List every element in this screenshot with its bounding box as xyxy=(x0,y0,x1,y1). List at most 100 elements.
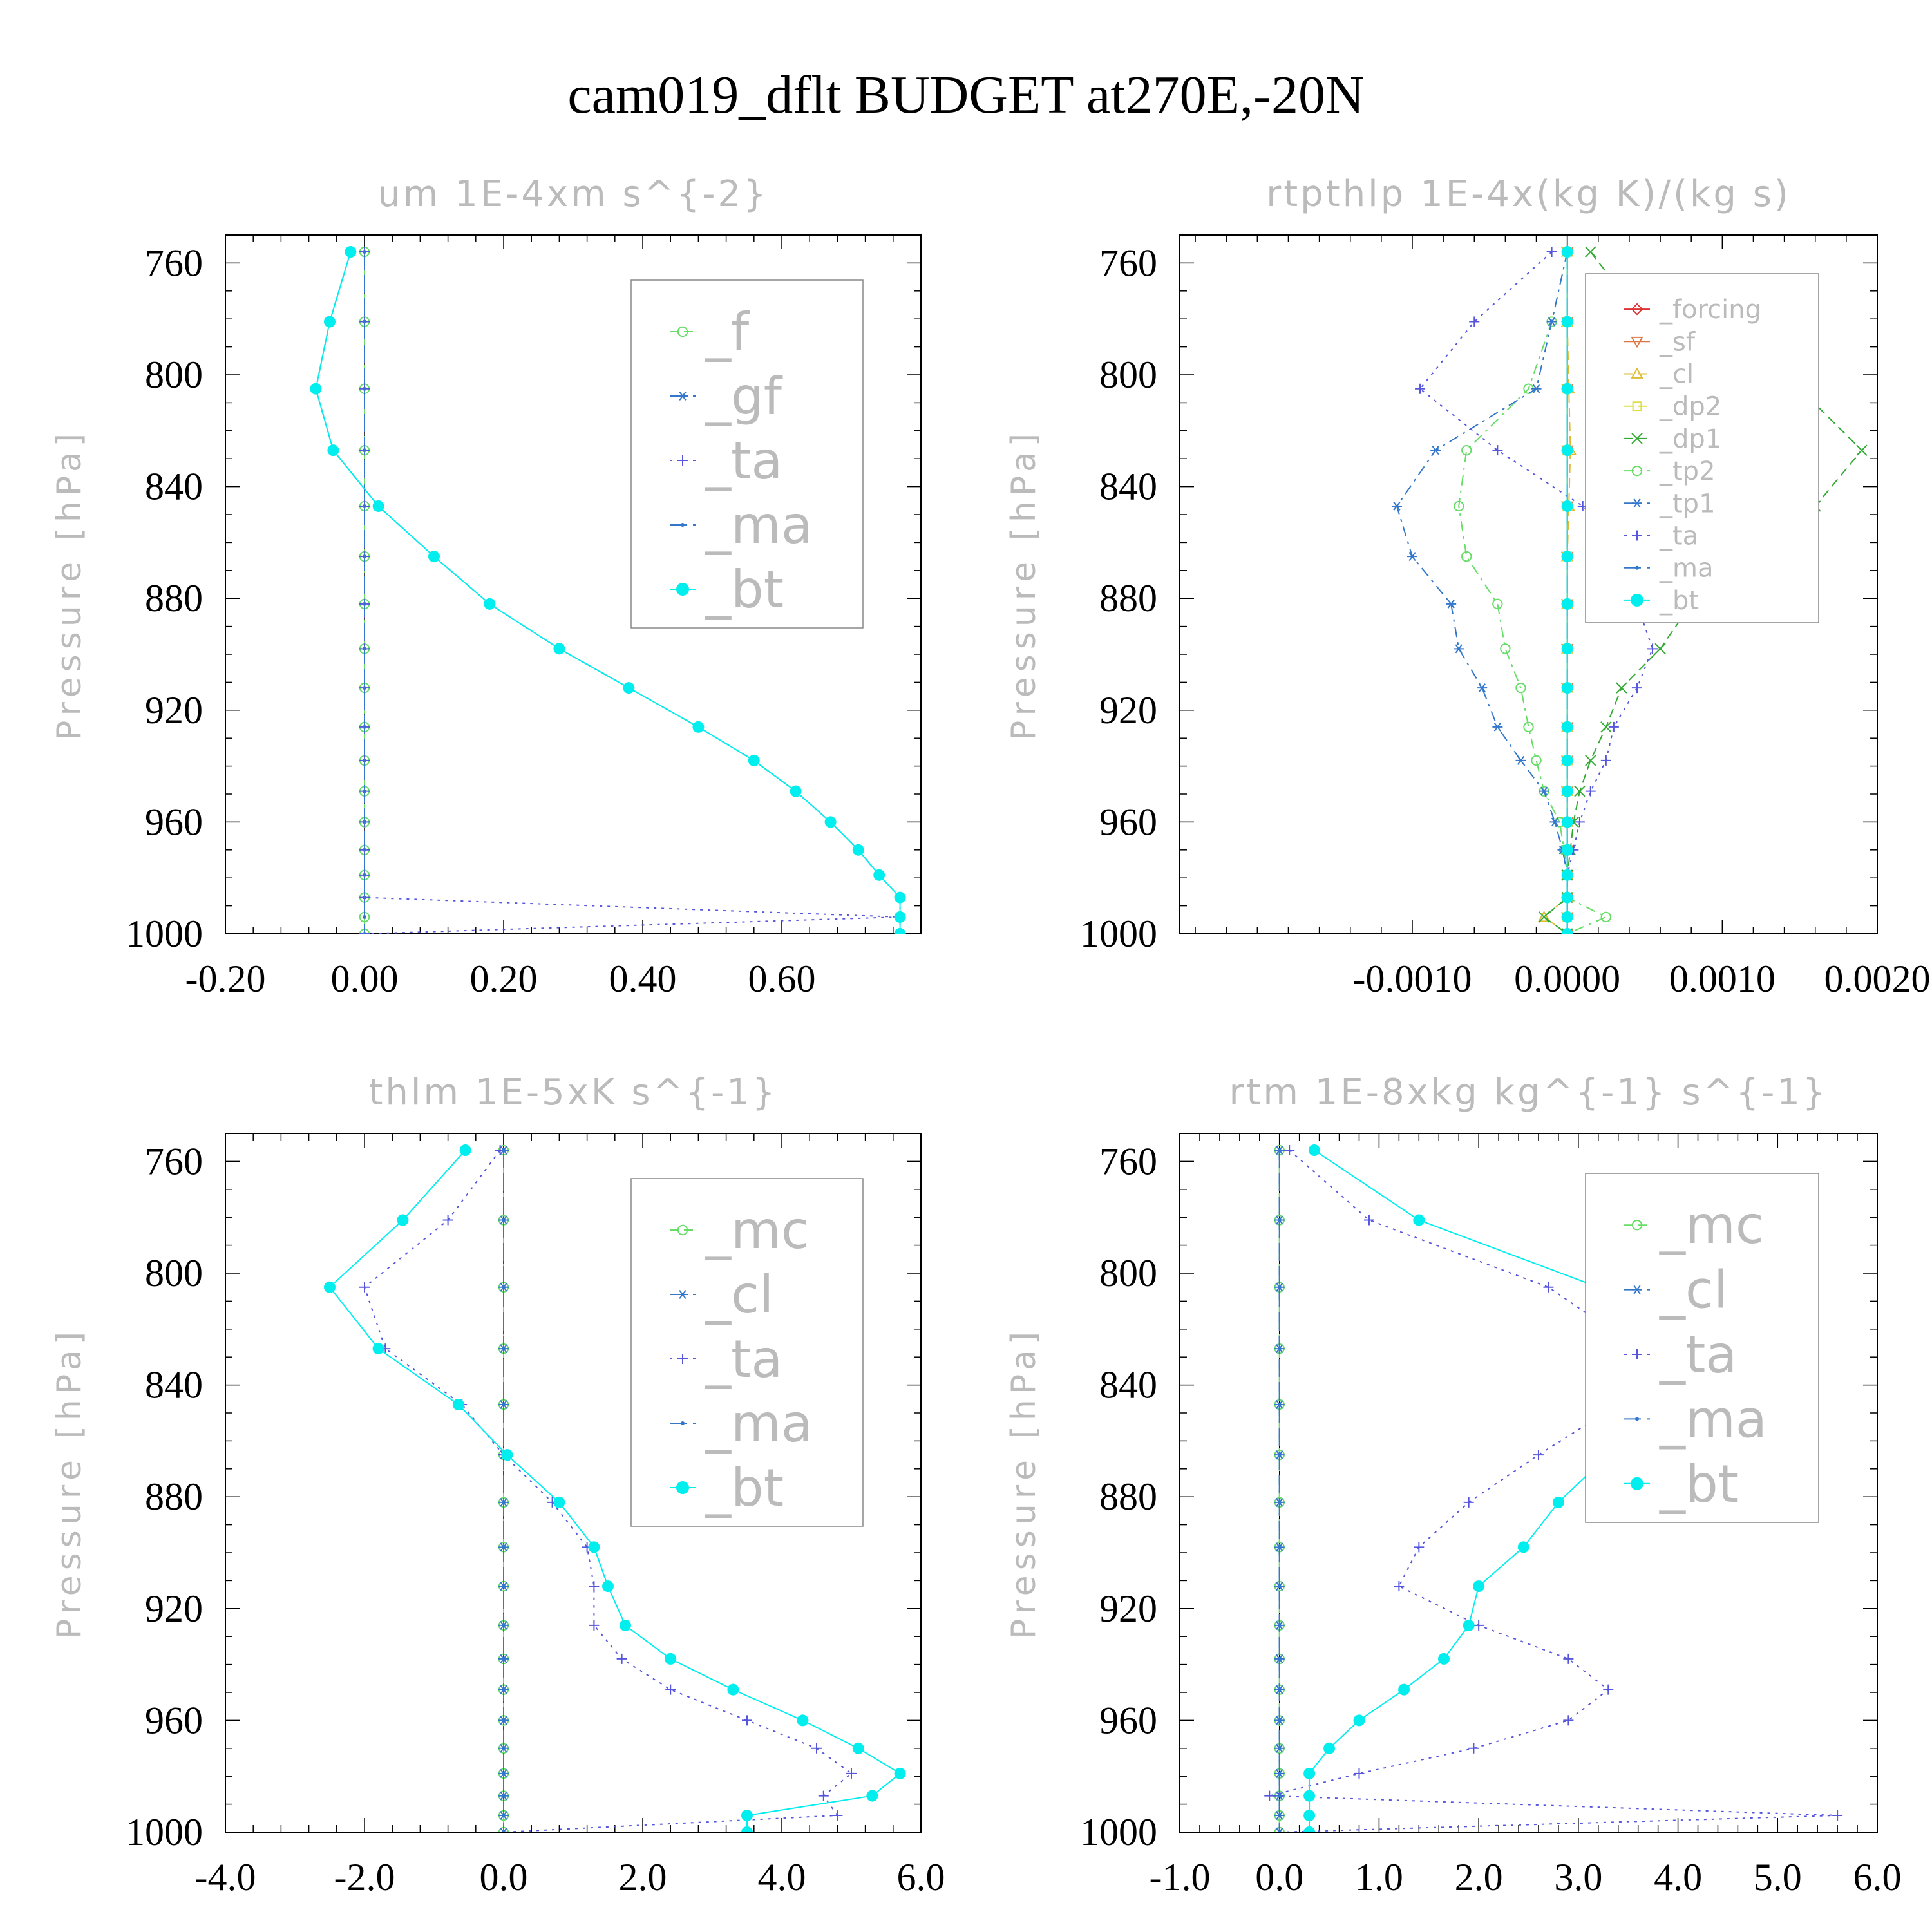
legend-box xyxy=(1585,273,1819,623)
data-point xyxy=(1277,1218,1282,1222)
y-tick-label: 800 xyxy=(145,1252,203,1294)
data-point xyxy=(553,643,565,655)
data-point xyxy=(1437,1653,1450,1665)
series-line xyxy=(363,1150,853,1832)
data-point xyxy=(1413,1214,1425,1226)
data-point xyxy=(1303,1826,1316,1832)
data-point xyxy=(1277,1545,1282,1549)
x-tick-label: 3.0 xyxy=(1554,1856,1602,1899)
data-point xyxy=(498,1828,509,1832)
x-tick-label: 0.20 xyxy=(470,958,538,1000)
data-point xyxy=(1277,1148,1282,1153)
data-point xyxy=(589,1620,600,1631)
legend-entry: _dp1 xyxy=(1624,424,1721,454)
data-point xyxy=(1561,891,1573,904)
data-point xyxy=(894,928,906,934)
data-point xyxy=(1531,384,1542,393)
legend-entry: _ta xyxy=(670,1329,782,1389)
legend-label: _mc xyxy=(1659,1195,1764,1255)
series-line xyxy=(1419,251,1654,934)
y-tick-label: 920 xyxy=(145,689,203,732)
chart-panel-2: rtpthlp 1E-4x(kg K)/(kg s) Pressure [hPa]… xyxy=(1005,173,1931,1000)
panel-title: rtm 1E-8xkg kg^{-1} s^{-1} xyxy=(1229,1072,1828,1113)
data-point xyxy=(459,1144,471,1157)
data-point xyxy=(1277,1285,1282,1289)
legend-entry: _ma xyxy=(670,1394,813,1454)
data-point xyxy=(502,1771,506,1776)
series-bt xyxy=(310,246,906,934)
data-point xyxy=(1277,1623,1282,1627)
legend-marker xyxy=(677,326,688,337)
data-point xyxy=(1585,246,1596,258)
data-point xyxy=(1391,501,1402,511)
y-tick-label: 760 xyxy=(1099,1140,1157,1182)
legend-label: _tp2 xyxy=(1659,457,1716,486)
data-point xyxy=(1284,1145,1295,1156)
legend-label: _ma xyxy=(705,495,813,555)
data-point xyxy=(818,1790,829,1801)
data-point xyxy=(1277,1656,1282,1661)
data-point xyxy=(1473,1580,1485,1593)
legend-marker xyxy=(1632,530,1642,541)
y-tick-label: 760 xyxy=(145,1140,203,1182)
data-point xyxy=(1277,1687,1282,1692)
legend-entry: _ma xyxy=(670,495,813,555)
data-point xyxy=(1277,1794,1282,1798)
data-point xyxy=(502,1746,506,1750)
legend-marker xyxy=(1632,1349,1642,1359)
legend-entry: _ta xyxy=(670,431,782,491)
data-point xyxy=(1561,383,1573,395)
legend-marker xyxy=(1631,1220,1643,1231)
y-tick-label: 800 xyxy=(145,354,203,396)
data-point xyxy=(852,1742,864,1754)
data-point xyxy=(832,1810,843,1821)
data-point xyxy=(1277,1453,1282,1457)
data-point xyxy=(502,1813,506,1817)
data-point xyxy=(1303,1767,1316,1779)
legend-label: _ma xyxy=(1659,1389,1767,1449)
legend-label: _ta xyxy=(1659,522,1698,551)
data-point xyxy=(1561,246,1573,258)
data-point xyxy=(1616,682,1627,694)
data-point xyxy=(1277,1500,1282,1504)
data-point xyxy=(1517,1541,1530,1553)
plot-frame xyxy=(1179,234,1878,934)
x-tick-label: 0.0 xyxy=(480,1856,528,1899)
data-point xyxy=(502,1500,506,1504)
data-point xyxy=(1354,1768,1365,1779)
data-point xyxy=(742,1715,752,1726)
y-axis-label: Pressure [hPa] xyxy=(1005,1327,1043,1639)
figure-title: cam019_dflt BUDGET at270E,-20N xyxy=(567,65,1364,125)
data-point xyxy=(741,1809,753,1821)
data-point xyxy=(484,598,496,610)
x-tick-label: 6.0 xyxy=(1853,1856,1902,1899)
data-point xyxy=(1543,1282,1554,1293)
series-ma xyxy=(1277,1148,1282,1832)
legend-entry: _cl xyxy=(670,1265,773,1325)
legend-entry: _ma xyxy=(1624,1389,1767,1449)
data-point xyxy=(1277,1402,1282,1406)
data-point xyxy=(1561,682,1573,694)
legend-marker xyxy=(1635,1417,1639,1421)
data-point xyxy=(824,816,837,828)
data-point xyxy=(1600,755,1611,766)
legend-marker xyxy=(1631,465,1643,477)
data-point xyxy=(1394,1581,1405,1592)
data-point xyxy=(501,1449,513,1461)
y-tick-label: 760 xyxy=(145,242,203,284)
legend-entry: _gf xyxy=(670,366,783,426)
y-tick-label: 1000 xyxy=(126,1811,203,1853)
legend-label: _forcing xyxy=(1659,295,1761,325)
data-point xyxy=(1473,1620,1484,1631)
data-point xyxy=(502,1656,506,1661)
legend-marker xyxy=(1631,593,1643,607)
x-tick-label: 0.0010 xyxy=(1669,958,1776,1000)
x-tick-label: 4.0 xyxy=(758,1856,806,1899)
y-tick-label: 1000 xyxy=(1080,913,1157,955)
data-point xyxy=(1561,598,1573,610)
y-tick-label: 920 xyxy=(145,1587,203,1630)
data-point xyxy=(553,1496,565,1508)
chart-panels: um 1E-4xm s^{-2} Pressure [hPa] 760 800 840 8… xyxy=(50,173,1931,1899)
data-point xyxy=(1552,1496,1564,1508)
